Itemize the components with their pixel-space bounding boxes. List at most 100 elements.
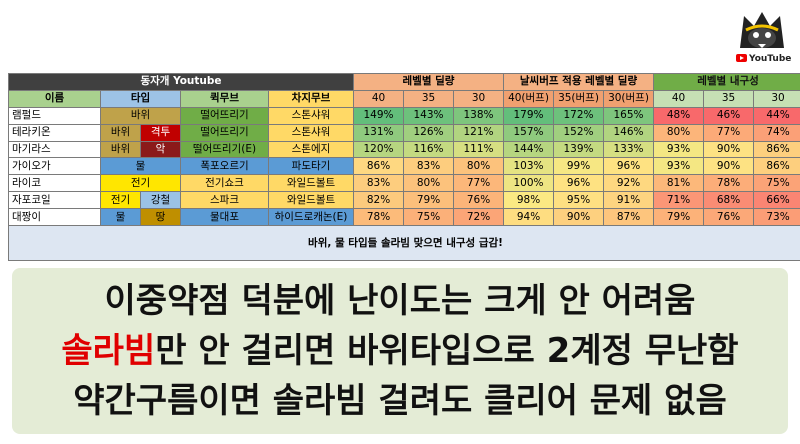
weather-damage-value: 99%: [553, 157, 604, 176]
endurance-value: 75%: [753, 174, 800, 193]
damage-value: 79%: [403, 191, 454, 210]
caption-line-3: 약간구름이면 솔라빔 걸려도 클리어 문제 없음: [73, 381, 727, 421]
endurance-value: 68%: [703, 191, 755, 210]
endurance-value: 46%: [703, 106, 755, 125]
endurance-value: 74%: [753, 123, 800, 142]
caption-line-1: 이중약점 덕분에 난이도는 크게 안 어려움: [104, 281, 696, 321]
weather-damage-value: 133%: [602, 140, 655, 159]
weather-damage-value: 139%: [553, 140, 604, 159]
header-main: 동자개 Youtube: [8, 73, 354, 91]
level-damage-35: 35: [403, 89, 454, 108]
table-row: 라이코 전기 전기쇼크 와일드볼트 83% 80% 77% 100% 96% 92% 81% 78% 7…: [8, 174, 800, 193]
level-endurance-40: 40: [653, 89, 705, 108]
weather-damage-value: 165%: [602, 106, 655, 125]
fast-move: 스파크: [180, 191, 269, 210]
endurance-value: 76%: [703, 208, 755, 227]
damage-value: 116%: [403, 140, 454, 159]
weather-damage-value: 179%: [503, 106, 554, 125]
damage-value: 76%: [453, 191, 504, 210]
damage-value: 72%: [453, 208, 504, 227]
endurance-value: 44%: [753, 106, 800, 125]
damage-value: 80%: [403, 174, 454, 193]
table-row: 대짱이 물 땅 물대포 하이드로캐논(E) 78% 75% 72% 94% 90% 87% 79% 76…: [8, 208, 800, 227]
table-row: 가이오가 물 폭포오르기 파도타기 86% 83% 80% 103% 99% 96% 93% 90% 8…: [8, 157, 800, 176]
weather-damage-value: 98%: [503, 191, 554, 210]
level-weather-40: 40(버프): [503, 89, 554, 108]
fast-move: 떨어뜨리기(E): [180, 140, 269, 159]
endurance-value: 73%: [753, 208, 800, 227]
weather-damage-value: 90%: [553, 208, 604, 227]
fast-move: 떨어뜨리기: [180, 123, 269, 142]
weather-damage-value: 92%: [602, 174, 655, 193]
endurance-value: 90%: [703, 140, 755, 159]
type-badge: 바위: [100, 106, 181, 125]
table-row: 마기라스 바위 악 떨어뜨리기(E) 스톤에지 120% 116% 111% 144% 139% 1…: [8, 140, 800, 159]
pokemon-name: 라이코: [8, 174, 101, 193]
endurance-value: 78%: [703, 174, 755, 193]
endurance-value: 71%: [653, 191, 705, 210]
damage-value: 131%: [353, 123, 404, 142]
weather-damage-value: 96%: [553, 174, 604, 193]
endurance-value: 86%: [753, 140, 800, 159]
endurance-value: 93%: [653, 157, 705, 176]
col-charged: 차지무브: [268, 89, 354, 108]
endurance-value: 79%: [653, 208, 705, 227]
endurance-value: 80%: [653, 123, 705, 142]
type-badge: 악: [140, 140, 181, 159]
table-row: 테라키온 바위 격투 떨어뜨리기 스톤샤워 131% 126% 121% 157% 152% 146…: [8, 123, 800, 142]
header-weather: 날씨버프 적용 레벨별 딜량: [502, 73, 655, 91]
damage-value: 138%: [453, 106, 504, 125]
header-endurance: 레벨별 내구성: [653, 73, 800, 91]
level-endurance-30: 30: [753, 89, 800, 108]
damage-value: 143%: [403, 106, 454, 125]
endurance-value: 77%: [703, 123, 755, 142]
pokemon-name: 테라키온: [8, 123, 101, 142]
level-weather-35: 35(버프): [553, 89, 604, 108]
level-weather-30: 30(버프): [602, 89, 655, 108]
type-badge: 땅: [140, 208, 181, 227]
charged-move: 파도타기: [268, 157, 354, 176]
type-badge: 물: [100, 208, 141, 227]
caption-line-2-rest: 만 안 걸리면 바위타입으로 2계정 무난함: [155, 331, 739, 371]
level-damage-40: 40: [353, 89, 404, 108]
fast-move: 떨어뜨리기: [180, 106, 269, 125]
type-badge: 바위: [100, 123, 141, 142]
charged-move: 와일드볼트: [268, 174, 354, 193]
youtube-play-icon: [736, 54, 747, 62]
charged-move: 스톤샤워: [268, 106, 354, 125]
damage-value: 86%: [353, 157, 404, 176]
fast-move: 전기쇼크: [180, 174, 269, 193]
charged-move: 스톤샤워: [268, 123, 354, 142]
damage-value: 82%: [353, 191, 404, 210]
pokemon-name: 램펄드: [8, 106, 101, 125]
endurance-value: 66%: [753, 191, 800, 210]
damage-value: 83%: [353, 174, 404, 193]
damage-value: 126%: [403, 123, 454, 142]
pokemon-name: 대짱이: [8, 208, 101, 227]
level-endurance-35: 35: [703, 89, 755, 108]
weather-damage-value: 96%: [602, 157, 655, 176]
weather-damage-value: 100%: [503, 174, 554, 193]
damage-value: 78%: [353, 208, 404, 227]
damage-value: 75%: [403, 208, 454, 227]
caption-box: 이중약점 덕분에 난이도는 크게 안 어려움 솔라빔만 안 걸리면 바위타입으로…: [12, 268, 788, 434]
weather-damage-value: 94%: [503, 208, 554, 227]
type-badge: 전기: [100, 191, 141, 210]
table-row: 자포코일 전기 강철 스파크 와일드볼트 82% 79% 76% 98% 95% 91% 71% 68%…: [8, 191, 800, 210]
table-footer-note: 바위, 물 타입들 솔라빔 맞으면 내구성 급감!: [7, 225, 800, 261]
col-fast: 퀵무브: [180, 89, 269, 108]
endurance-value: 48%: [653, 106, 705, 125]
raid-counter-table: 동자개 Youtube 레벨별 딜량 날씨버프 적용 레벨별 딜량 레벨별 내구…: [7, 73, 800, 261]
type-badge: 바위: [100, 140, 141, 159]
type-badge: 전기: [100, 174, 181, 193]
caption-line-2: 솔라빔만 안 걸리면 바위타입으로 2계정 무난함: [12, 326, 788, 376]
type-badge: 강철: [140, 191, 181, 210]
endurance-value: 81%: [653, 174, 705, 193]
damage-value: 149%: [353, 106, 404, 125]
table-footer-row: 바위, 물 타입들 솔라빔 맞으면 내구성 급감!: [7, 225, 800, 261]
weather-damage-value: 91%: [602, 191, 655, 210]
table-row: 램펄드 바위 떨어뜨리기 스톤샤워 149% 143% 138% 179% 172% 165% 48…: [8, 106, 800, 125]
charged-move: 와일드볼트: [268, 191, 354, 210]
damage-value: 80%: [453, 157, 504, 176]
youtube-label: YouTube: [736, 54, 791, 64]
